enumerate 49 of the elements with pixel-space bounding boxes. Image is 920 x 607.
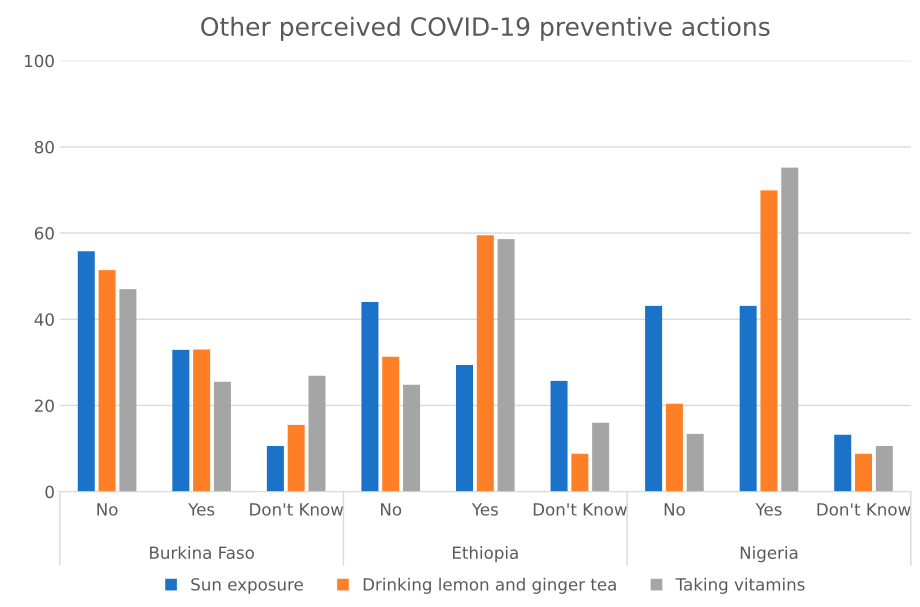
bar — [172, 350, 190, 492]
bar — [214, 382, 231, 492]
bar — [498, 239, 515, 492]
bar — [382, 356, 400, 492]
bar — [288, 424, 305, 492]
x-tick-label: No — [664, 503, 685, 516]
bar — [193, 349, 210, 492]
x-tick-label: Don't Know — [817, 503, 910, 516]
bar — [476, 235, 494, 492]
y-tick-label: 80 — [34, 140, 54, 154]
bar — [834, 434, 852, 492]
x-tick-label: Yes — [472, 503, 498, 516]
y-tick-label: 60 — [34, 227, 54, 240]
bar — [78, 251, 95, 492]
bar — [119, 289, 136, 492]
y-tick-label: 100 — [24, 54, 54, 68]
bar — [266, 446, 284, 492]
y-tick-label: 0 — [45, 486, 54, 498]
bar — [550, 380, 568, 492]
bar — [686, 434, 704, 492]
legend-label: Drinking lemon and ginger tea — [364, 578, 616, 594]
bar — [308, 376, 326, 492]
bar — [666, 404, 683, 492]
x-tick-label: Yes — [188, 503, 214, 516]
chart-title: Other perceived COVID-19 preventive actions — [201, 16, 770, 41]
bar — [361, 302, 378, 492]
bar — [740, 306, 757, 492]
bar — [571, 454, 588, 492]
text: Ethiopia — [452, 546, 518, 562]
text: Burkina Faso — [150, 546, 254, 559]
bar — [781, 168, 798, 492]
bar — [760, 190, 778, 492]
x-tick-label: No — [97, 503, 118, 516]
bar — [645, 306, 662, 492]
legend-label: Taking vitamins — [676, 578, 805, 594]
bar — [592, 422, 610, 492]
x-tick-label: Don't Know — [534, 503, 627, 516]
legend-label: Sun exposure — [191, 578, 303, 594]
bar — [403, 384, 420, 492]
bar — [855, 454, 872, 492]
text: Nigeria — [740, 546, 798, 562]
y-tick-label: 20 — [34, 399, 54, 412]
bar — [98, 270, 116, 492]
x-tick-label: Don't Know — [250, 503, 344, 516]
x-tick-label: Yes — [755, 503, 782, 516]
x-tick-label: No — [381, 503, 402, 516]
y-tick-label: 40 — [34, 313, 54, 326]
bar — [876, 446, 893, 492]
bar — [456, 364, 474, 492]
